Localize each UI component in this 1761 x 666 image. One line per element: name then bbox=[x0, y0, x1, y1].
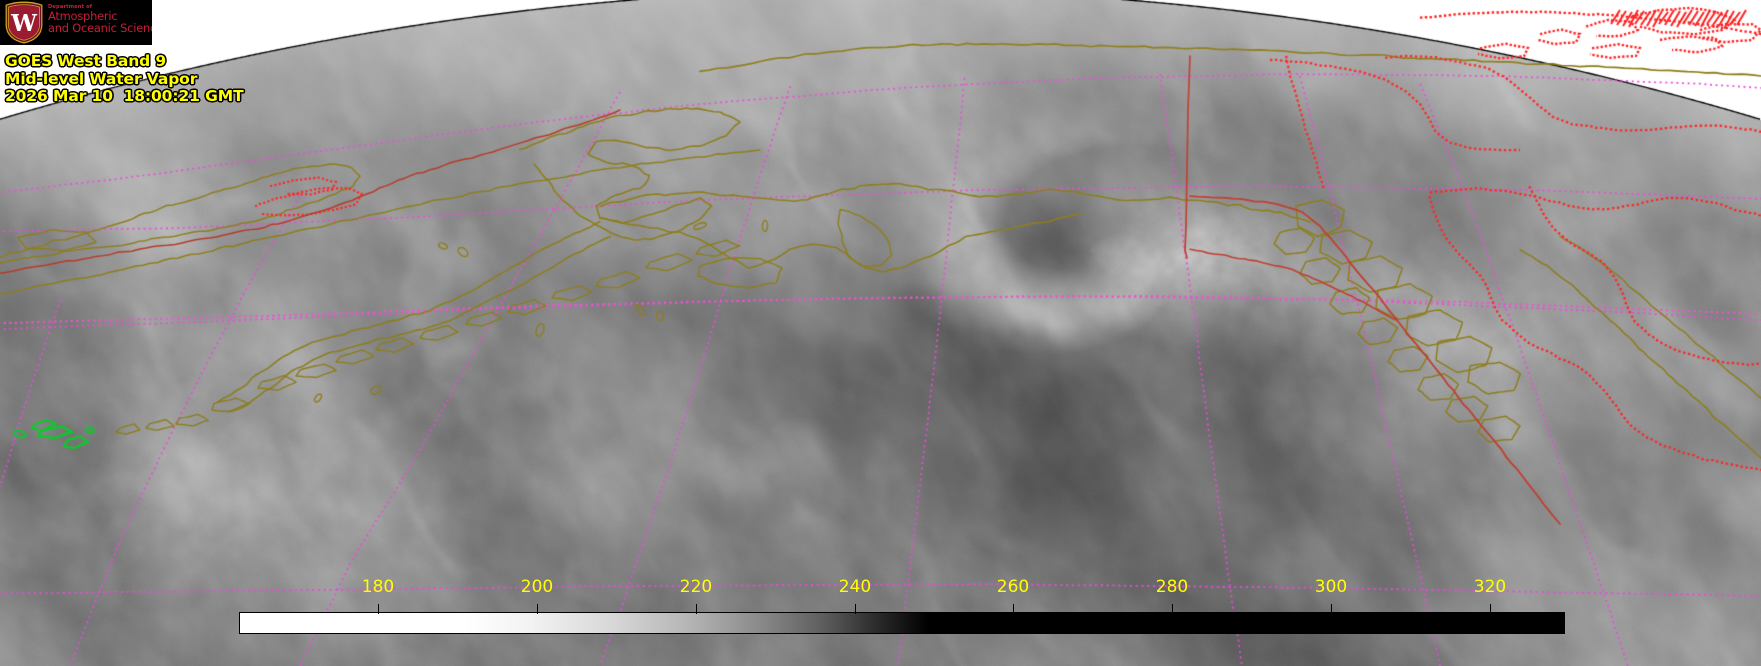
svg-text:W: W bbox=[10, 10, 38, 37]
uw-aos-logo[interactable]: W Department of Atmospheric and Oceanic … bbox=[0, 0, 152, 45]
logo-line-atmospheric: Atmospheric bbox=[48, 9, 118, 24]
uw-crest-icon: W bbox=[4, 1, 44, 44]
logo-line-department: Department of bbox=[48, 4, 93, 10]
logo-line-oceanic: and Oceanic Sciences bbox=[48, 20, 152, 35]
logo-text: Department of Atmospheric and Oceanic Sc… bbox=[48, 4, 152, 35]
temperature-colorbar[interactable] bbox=[239, 612, 1565, 634]
